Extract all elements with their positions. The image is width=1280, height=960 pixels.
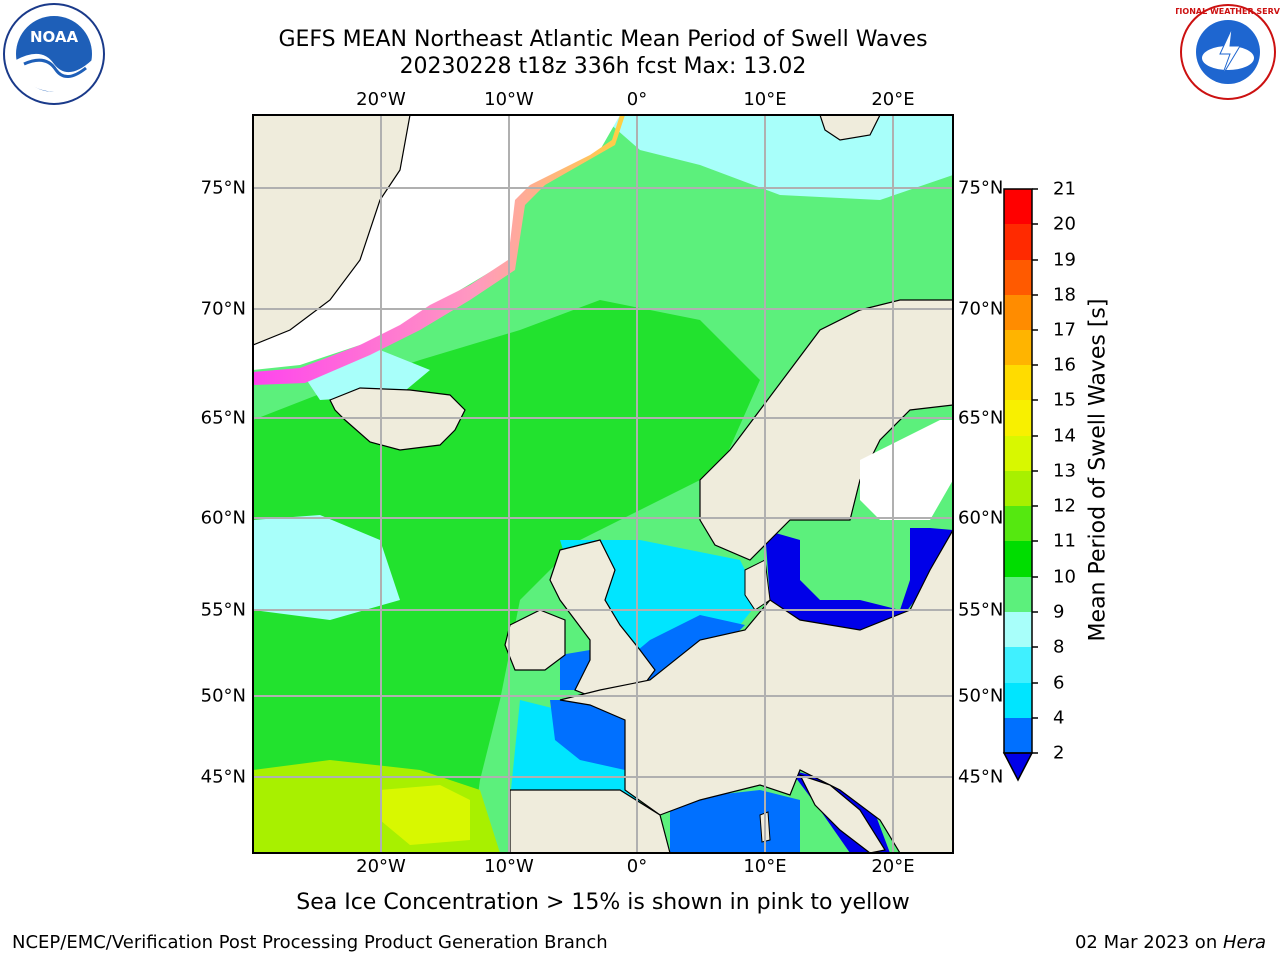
sea-ice-note: Sea Ice Concentration > 15% is shown in … <box>296 890 910 915</box>
colorbar-label-13: 13 <box>1053 460 1076 482</box>
colorbar-label-9: 9 <box>1053 601 1065 623</box>
greenland-coast-land <box>253 115 411 346</box>
lat-tick-right-60n: 60°N <box>958 507 1004 529</box>
italy-land <box>798 773 886 853</box>
colorbar-band-14-15 <box>1004 400 1032 436</box>
colorbar-title: Mean Period of Swell Waves [s] <box>1085 298 1111 642</box>
footer-credit: NCEP/EMC/Verification Post Processing Pr… <box>12 932 608 953</box>
colorbar-label-20: 20 <box>1053 213 1076 235</box>
lon-tick-top-0: 0° <box>626 89 648 110</box>
lat-tick-right-65n: 65°N <box>958 407 1004 429</box>
colorbar-band-2-4 <box>1004 718 1032 753</box>
footer-date: 02 Mar 2023 on Hera <box>1075 932 1266 953</box>
denmark-land <box>744 559 771 611</box>
colorbar-band-4-6 <box>1004 683 1032 718</box>
lat-tick-left-55n: 55°N <box>200 599 246 621</box>
swell-period-9s-region-west <box>253 515 400 620</box>
colorbar-band-10-11 <box>1004 541 1032 577</box>
nws-logo: NATIONAL WEATHER SERVICE <box>1176 4 1280 100</box>
colorbar <box>1002 188 1038 782</box>
swell-period-4s-region-biscay <box>550 700 625 770</box>
lon-tick-bottom-20w: 20°W <box>356 856 406 877</box>
scandinavia-land <box>699 115 953 561</box>
colorbar-band-11-12 <box>1004 506 1032 541</box>
colorbar-band-13-14 <box>1004 436 1032 471</box>
lon-tick-bottom-10w: 10°W <box>484 856 534 877</box>
footer-date-text: 02 Mar 2023 on <box>1074 932 1223 953</box>
swell-period-13s-region <box>380 785 470 845</box>
lat-tick-left-65n: 65°N <box>200 407 246 429</box>
colorbar-label-6: 6 <box>1053 672 1065 694</box>
colorbar-label-16: 16 <box>1053 354 1076 376</box>
sweden-lake-white <box>860 420 953 520</box>
lon-tick-bottom-0: 0° <box>626 856 648 877</box>
colorbar-band-6-8 <box>1004 647 1032 683</box>
colorbar-label-19: 19 <box>1053 249 1076 271</box>
swell-period-2s-region-baltic <box>765 528 953 630</box>
map-border <box>252 114 954 854</box>
footer-host: Hera <box>1222 932 1266 953</box>
colorbar-band-9-10 <box>1004 577 1032 612</box>
lat-tick-right-50n: 50°N <box>958 685 1004 707</box>
lat-tick-right-55n: 55°N <box>958 599 1004 621</box>
graticule <box>253 115 953 853</box>
svalbard-land <box>819 115 881 141</box>
colorbar-band-20-21 <box>1004 189 1032 224</box>
colorbar-band-12-13 <box>1004 471 1032 506</box>
colorbar-label-2: 2 <box>1053 742 1065 764</box>
colorbar-label-17: 17 <box>1053 319 1076 341</box>
chart-title: GEFS MEAN Northeast Atlantic Mean Period… <box>278 27 928 52</box>
colorbar-label-4: 4 <box>1053 707 1065 729</box>
lon-tick-top-20e: 20°E <box>871 89 915 110</box>
lon-tick-top-10w: 10°W <box>484 89 534 110</box>
colorbar-label-11: 11 <box>1053 530 1076 552</box>
colorbar-band-18-19 <box>1004 260 1032 295</box>
lat-tick-right-75n: 75°N <box>958 177 1004 199</box>
iberia-land <box>509 789 671 853</box>
continental-europe-land <box>559 528 953 853</box>
colorbar-label-8: 8 <box>1053 636 1065 658</box>
colorbar-band-8-9 <box>1004 612 1032 647</box>
lat-tick-left-70n: 70°N <box>200 298 246 320</box>
colorbar-extend-arrow <box>1002 752 1034 782</box>
colorbar-label-14: 14 <box>1053 425 1076 447</box>
lon-tick-top-10e: 10°E <box>743 89 787 110</box>
svg-text:NATIONAL WEATHER SERVICE: NATIONAL WEATHER SERVICE <box>1176 7 1280 16</box>
lat-tick-right-70n: 70°N <box>958 298 1004 320</box>
colorbar-band-19-20 <box>1004 224 1032 260</box>
colorbar-band-16-17 <box>1004 330 1032 365</box>
colorbar-label-18: 18 <box>1053 284 1076 306</box>
colorbar-label-10: 10 <box>1053 566 1076 588</box>
lat-tick-left-75n: 75°N <box>200 177 246 199</box>
colorbar-label-21: 21 <box>1053 178 1076 200</box>
lon-tick-top-20w: 20°W <box>356 89 406 110</box>
noaa-logo: NOAA <box>3 3 105 105</box>
svg-text:NOAA: NOAA <box>30 28 79 46</box>
lat-tick-left-50n: 50°N <box>200 685 246 707</box>
chart-subtitle: 20230228 t18z 336h fcst Max: 13.02 <box>399 54 807 79</box>
colorbar-band-17-18 <box>1004 295 1032 330</box>
colorbar-band-15-16 <box>1004 365 1032 400</box>
lat-tick-left-60n: 60°N <box>200 507 246 529</box>
colorbar-label-12: 12 <box>1053 495 1076 517</box>
colorbar-label-15: 15 <box>1053 389 1076 411</box>
ireland-land <box>504 609 566 671</box>
lon-tick-bottom-10e: 10°E <box>743 856 787 877</box>
lon-tick-bottom-20e: 20°E <box>871 856 915 877</box>
lat-tick-right-45n: 45°N <box>958 766 1004 788</box>
lat-tick-left-45n: 45°N <box>200 766 246 788</box>
